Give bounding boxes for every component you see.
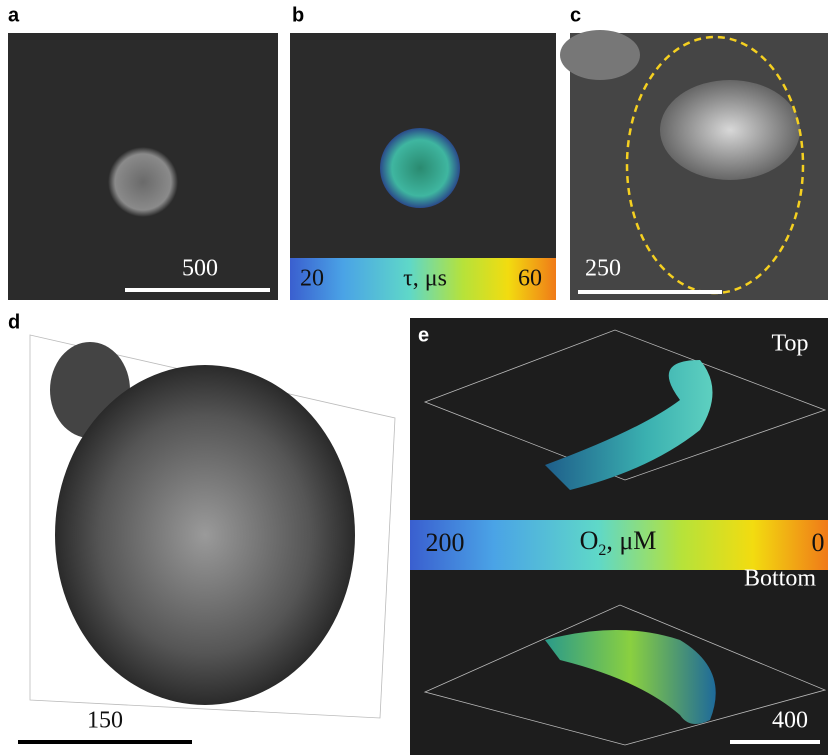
scale-label: 500 (182, 256, 218, 282)
spheroid (108, 147, 178, 217)
colorbar-max: 0 (812, 528, 825, 557)
scale-label: 400 (772, 708, 808, 734)
colorbar-title: O2, μM (580, 526, 657, 559)
panel-label: e (418, 324, 429, 346)
spheroid (380, 128, 460, 208)
title-sub: 2 (598, 542, 606, 559)
colorbar-title: τ, μs (403, 266, 447, 292)
panel-label: c (570, 4, 581, 26)
spheroid (55, 365, 355, 705)
title-unit: , μM (606, 526, 656, 555)
figure: a 500 b 20 τ, μs 60 c 250 d 150 e Top 20… (0, 0, 828, 755)
panel-label: b (292, 4, 304, 26)
colorbar-min: 200 (426, 528, 465, 557)
colorbar-min: 20 (300, 266, 324, 292)
view-label: Top (772, 331, 809, 357)
colorbar-max: 60 (518, 266, 542, 292)
view-label: Bottom (744, 566, 816, 592)
panel-label: a (8, 4, 20, 26)
cells (560, 30, 640, 80)
title-main: O (580, 526, 599, 555)
cells (660, 80, 800, 180)
scale-label: 150 (87, 708, 123, 734)
panel-label: d (8, 311, 20, 333)
scale-label: 250 (585, 256, 621, 282)
